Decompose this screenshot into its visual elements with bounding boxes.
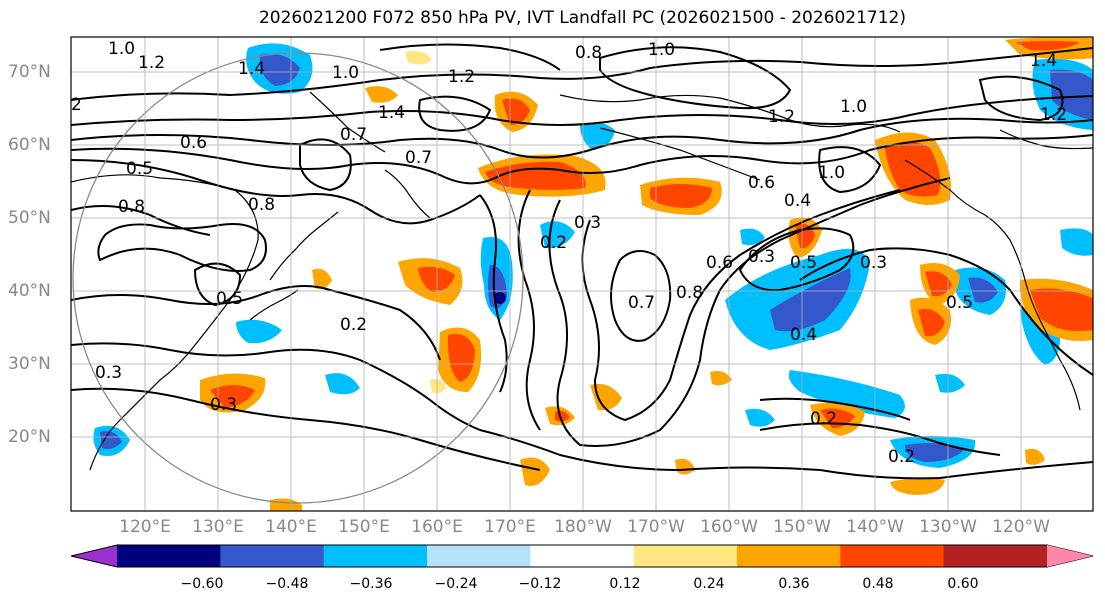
- lon-label: 160°W: [700, 517, 758, 537]
- contour-label: 0.5: [790, 253, 817, 273]
- lon-label: 120°E: [119, 517, 171, 537]
- colorbar-extend-left: [71, 545, 117, 567]
- contour-label: 0.4: [784, 191, 811, 211]
- colorbar-tick: 0.24: [693, 576, 725, 592]
- contour-label: 0.8: [248, 195, 275, 215]
- contour-label: 0.8: [118, 197, 145, 217]
- lon-label: 150°E: [338, 517, 390, 537]
- colorbar-extend-right: [1047, 545, 1093, 567]
- colorbar-segment: [427, 545, 531, 567]
- colorbar: [70, 544, 1094, 568]
- contour-label: 0.3: [95, 363, 122, 383]
- lat-label: 20°N: [8, 427, 51, 447]
- contour-label: 1.2: [1040, 105, 1067, 125]
- lon-label: 160°E: [411, 517, 463, 537]
- map-title: 2026021200 F072 850 hPa PV, IVT Landfall…: [258, 8, 906, 28]
- contour-label: 0.3: [860, 253, 887, 273]
- colorbar-segment: [737, 545, 841, 567]
- contour-label: 1.0: [648, 40, 675, 60]
- colorbar-segment: [220, 545, 325, 567]
- lon-label: 170°E: [484, 517, 536, 537]
- contour-label: 0.7: [405, 148, 432, 168]
- contour-label: 0.5: [216, 289, 243, 309]
- contour-label: 1.4: [1030, 51, 1057, 71]
- colorbar-segment: [323, 545, 428, 567]
- contour-labels: 1.0 1.2 1.0 0.8 1.0 1.2 1.4 1.2 0.7 0.6 …: [71, 39, 1067, 467]
- contour-label: 1.2: [138, 53, 165, 73]
- contour-label: 0.5: [126, 159, 153, 179]
- colorbar-tick: −0.60: [180, 576, 224, 592]
- contour-label: 1.0: [108, 39, 135, 59]
- lat-label: 50°N: [8, 208, 51, 228]
- contour-label: 1.0: [332, 63, 359, 83]
- colorbar-tick: −0.12: [518, 576, 562, 592]
- lon-label: 140°W: [846, 517, 904, 537]
- contour-label: 0.3: [748, 247, 775, 267]
- contour-label: 2: [71, 95, 82, 115]
- contour-label: 0.2: [340, 315, 367, 335]
- lon-label: 150°W: [773, 517, 831, 537]
- lon-label: 140°E: [265, 517, 317, 537]
- contour-label: 0.8: [676, 283, 703, 303]
- colorbar-tick: 0.12: [609, 576, 641, 592]
- lat-label: 70°N: [8, 62, 51, 82]
- lon-label: 170°W: [627, 517, 685, 537]
- contour-label: 0.2: [540, 233, 567, 253]
- contour-label: 0.5: [946, 293, 973, 313]
- contour-label: 0.2: [810, 409, 837, 429]
- colorbar-segment: [943, 545, 1048, 567]
- contour-label: 0.4: [790, 325, 817, 345]
- contour-label: 1.0: [818, 163, 845, 183]
- domain-circle: [72, 52, 524, 504]
- contour-label: 0.2: [888, 447, 915, 467]
- lon-label: 180°W: [554, 517, 612, 537]
- contour-label: 1.2: [768, 107, 795, 127]
- contour-label: 0.7: [340, 125, 367, 145]
- contour-label: 0.3: [574, 213, 601, 233]
- lon-label: 120°W: [992, 517, 1050, 537]
- colorbar-tick: −0.36: [349, 576, 393, 592]
- colorbar-segment: [840, 545, 945, 567]
- contour-label: 0.6: [706, 253, 733, 273]
- contour-label: 0.3: [210, 395, 237, 415]
- lon-label: 130°W: [919, 517, 977, 537]
- colorbar-segment: [633, 545, 738, 567]
- contour-label: 1.0: [840, 97, 867, 117]
- contour-label: 0.6: [180, 133, 207, 153]
- lat-label: 40°N: [8, 281, 51, 301]
- pv-contours: [71, 43, 1093, 480]
- colorbar-segment: [530, 545, 635, 567]
- contour-label: 1.4: [378, 103, 405, 123]
- contour-label: 0.6: [748, 173, 775, 193]
- colorbar-tick: 0.36: [778, 576, 810, 592]
- contour-label: 1.4: [238, 59, 265, 79]
- lat-label: 30°N: [8, 354, 51, 374]
- contour-label: 1.2: [448, 67, 475, 87]
- contour-label: 0.7: [628, 293, 655, 313]
- colorbar-tick: 0.48: [862, 576, 894, 592]
- colorbar-tick: 0.60: [947, 576, 979, 592]
- lon-label: 130°E: [192, 517, 244, 537]
- contour-label: 0.8: [575, 43, 602, 63]
- graticule: [71, 37, 1093, 511]
- lat-label: 60°N: [8, 135, 51, 155]
- colorbar-tick: −0.48: [265, 576, 309, 592]
- colorbar-segment: [117, 545, 221, 567]
- colorbar-tick: −0.24: [434, 576, 478, 592]
